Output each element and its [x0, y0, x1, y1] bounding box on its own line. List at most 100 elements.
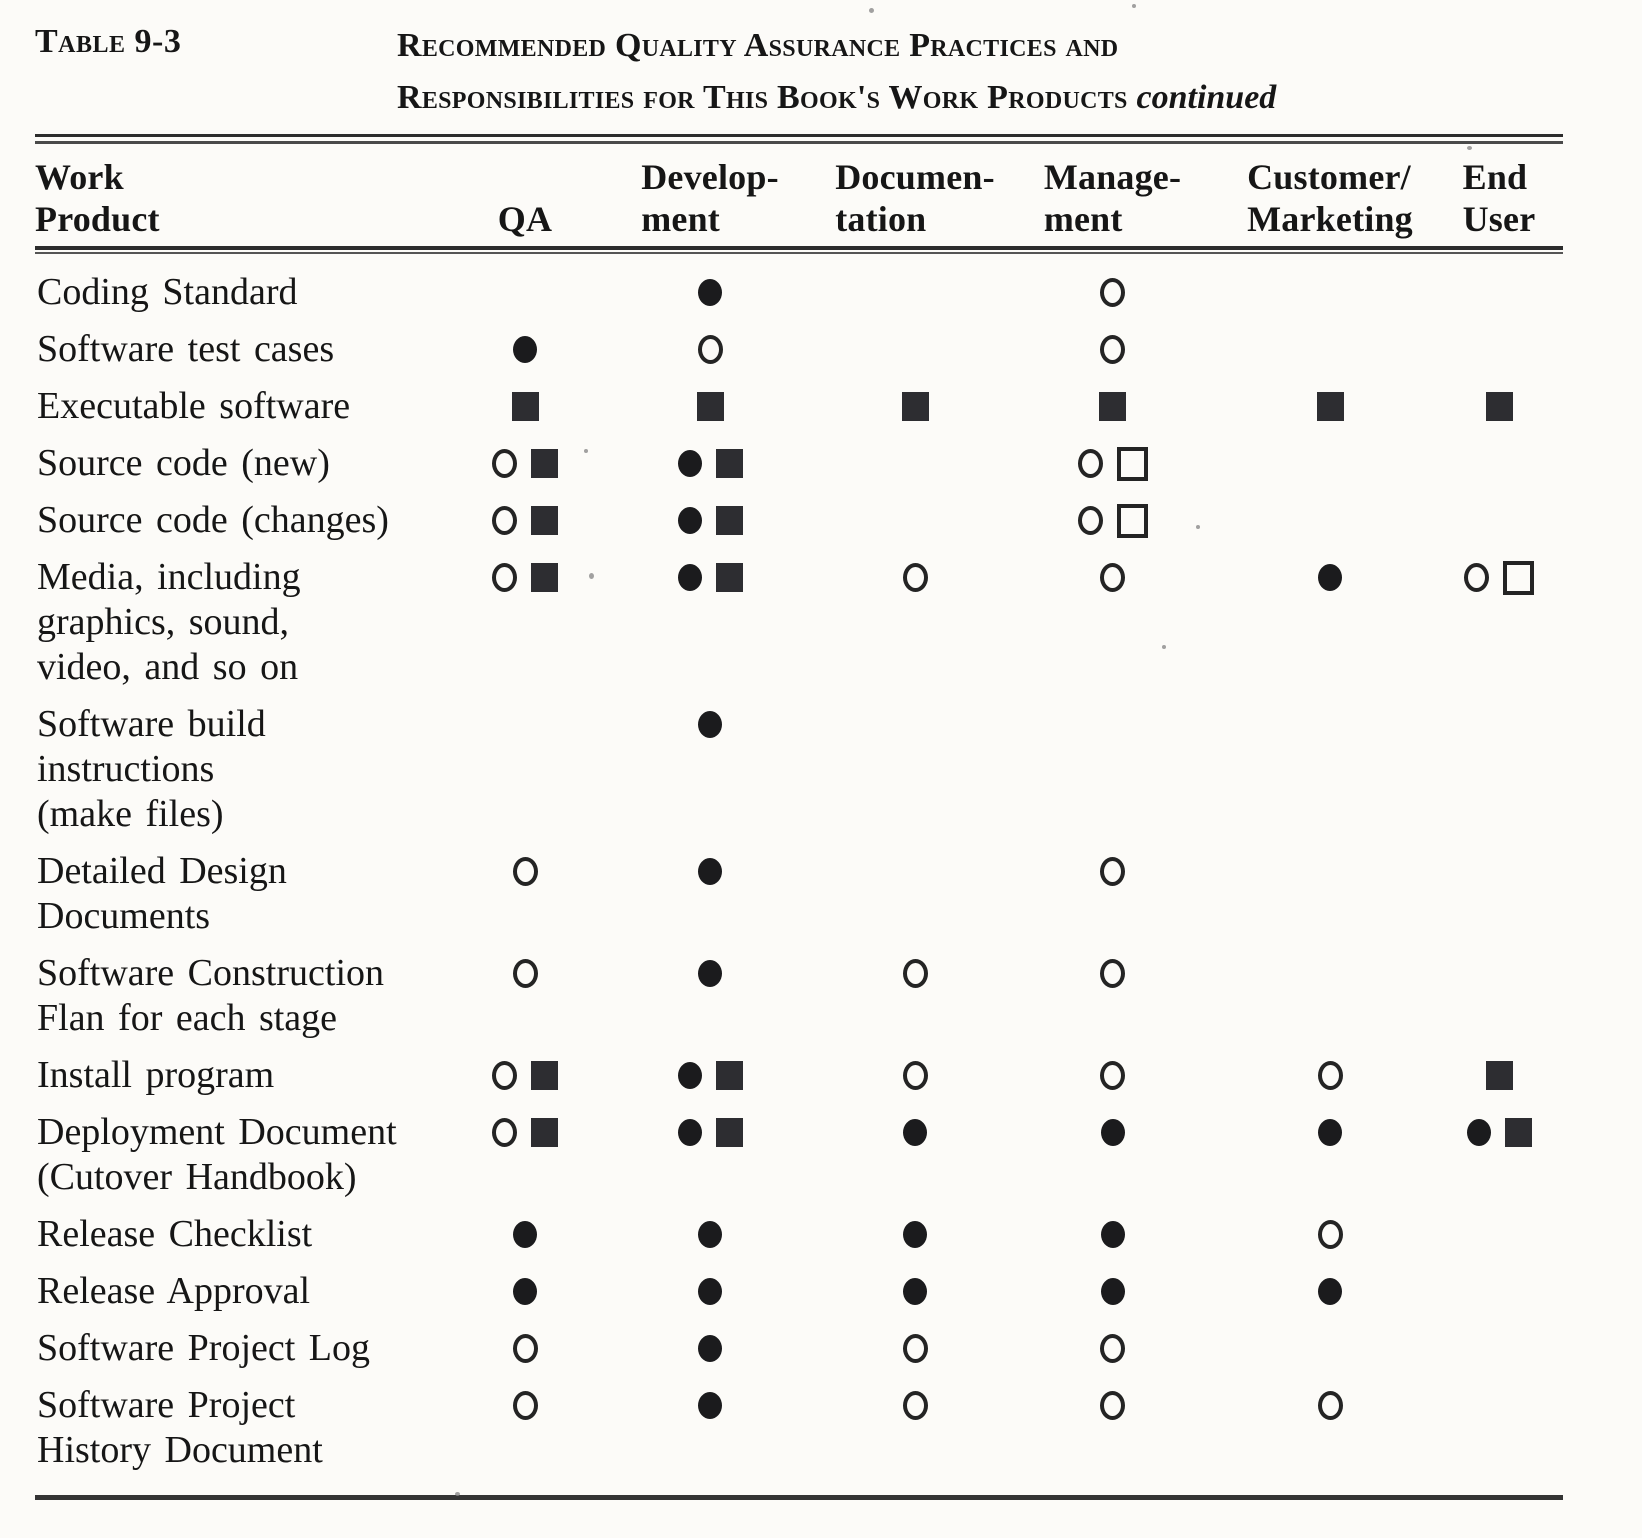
column-header-text-documentation: Documen-tation [835, 156, 995, 240]
row-label-line: Release Approval [37, 1270, 311, 1312]
open-square-icon [1116, 446, 1148, 481]
cell-end-user [1435, 1110, 1563, 1155]
cell-development [590, 1269, 830, 1314]
cell-customer-marketing [1225, 1269, 1435, 1314]
cell-end-user [1435, 270, 1563, 315]
filled-circle-icon [903, 1221, 927, 1248]
cell-end-user [1435, 1212, 1563, 1257]
row-label: Software Project History Document [35, 1383, 460, 1473]
cell-development [590, 270, 830, 315]
column-header-text-work-product: Work Product [35, 156, 160, 240]
header-line: Marketing [1247, 199, 1413, 239]
cell-qa [460, 951, 590, 996]
cell-end-user [1435, 441, 1563, 486]
row-label-line: Documents [37, 895, 211, 937]
cell-end-user [1435, 384, 1563, 429]
cell-management [1000, 384, 1225, 429]
open-circle-icon [512, 1391, 538, 1420]
cell-end-user [1435, 1269, 1563, 1314]
cell-development [590, 702, 830, 747]
scan-speck [1467, 146, 1472, 150]
column-header-text-management: Manage-ment [1044, 156, 1181, 240]
header-line: Documen- [835, 157, 995, 197]
cell-management [1000, 1383, 1225, 1428]
row-label: Source code (new) [35, 441, 460, 486]
column-header-qa: QA [460, 156, 590, 240]
open-circle-icon [1077, 449, 1103, 478]
cell-documentation [830, 327, 1000, 372]
filled-square-icon [715, 1118, 743, 1147]
row-label-line: Media, including [37, 556, 301, 598]
filled-square-icon [531, 1118, 558, 1147]
row-label-line: Executable software [37, 385, 351, 427]
open-circle-icon [512, 959, 538, 988]
cell-development [590, 1110, 830, 1155]
table-title-line-2-text: Responsibilities for This Book's Work Pr… [397, 79, 1128, 116]
filled-square-icon [1485, 392, 1513, 421]
column-header-management: Manage-ment [1000, 156, 1225, 240]
table-row: Executable software [35, 384, 1563, 429]
cell-management [1000, 270, 1225, 315]
table-body: Coding Standard Software test cases Execut… [35, 254, 1563, 1473]
table-row: Install program [35, 1053, 1563, 1098]
scan-speck [1162, 645, 1166, 649]
table-number-label: Table 9-3 [35, 23, 182, 60]
filled-square-icon [531, 1061, 558, 1090]
row-label: Install program [35, 1053, 460, 1098]
filled-square-icon [715, 563, 743, 592]
filled-square-icon [1485, 1061, 1513, 1090]
cell-end-user [1435, 327, 1563, 372]
cell-customer-marketing [1225, 1383, 1435, 1428]
row-label: Coding Standard [35, 270, 460, 315]
row-label-line: Source code (new) [37, 442, 330, 484]
scan-speck [455, 1492, 460, 1496]
open-circle-icon [1100, 563, 1125, 592]
filled-square-icon [696, 392, 724, 421]
open-circle-icon [1100, 1061, 1125, 1090]
open-circle-icon [492, 1061, 517, 1090]
row-label: Software test cases [35, 327, 460, 372]
header-line: User [1462, 199, 1536, 239]
cell-documentation [830, 441, 1000, 486]
filled-square-icon [1504, 1118, 1532, 1147]
filled-circle-icon [698, 1221, 722, 1248]
continued-note: continued [1136, 79, 1277, 116]
filled-circle-icon [677, 1119, 702, 1146]
cell-documentation [830, 849, 1000, 894]
table-row: Software test cases [35, 327, 1563, 372]
header-line: ment [641, 199, 720, 239]
table-row: Media, including graphics, sound, video, a… [35, 555, 1563, 690]
open-square-icon [1503, 560, 1534, 595]
filled-circle-icon [698, 858, 722, 885]
filled-square-icon [1099, 392, 1126, 421]
cell-management [1000, 555, 1225, 600]
row-label: Media, including graphics, sound, video, a… [35, 555, 460, 690]
open-circle-icon [1100, 335, 1125, 364]
open-circle-icon [492, 449, 517, 478]
row-label-line: Detailed Design [37, 850, 287, 892]
open-circle-icon [1317, 1061, 1343, 1090]
open-circle-icon [492, 563, 517, 592]
cell-qa [460, 702, 590, 747]
filled-circle-icon [1466, 1119, 1491, 1146]
table-row: Software build instructions (make files) [35, 702, 1563, 837]
open-circle-icon [492, 1118, 517, 1147]
cell-management [1000, 951, 1225, 996]
filled-circle-icon [677, 564, 702, 591]
open-circle-icon [902, 563, 928, 592]
cell-customer-marketing [1225, 555, 1435, 600]
cell-development [590, 849, 830, 894]
row-label-line: History Document [37, 1429, 323, 1471]
column-header-documentation: Documen-tation [830, 156, 1000, 240]
cell-customer-marketing [1225, 1212, 1435, 1257]
filled-square-icon [901, 392, 929, 421]
row-label-line: Install program [37, 1054, 275, 1096]
cell-qa [460, 1110, 590, 1155]
filled-square-icon [511, 392, 539, 421]
open-circle-icon [902, 959, 928, 988]
row-label-line: Software build [37, 703, 266, 745]
cell-documentation [830, 951, 1000, 996]
cell-documentation [830, 1269, 1000, 1314]
cell-development [590, 1212, 830, 1257]
